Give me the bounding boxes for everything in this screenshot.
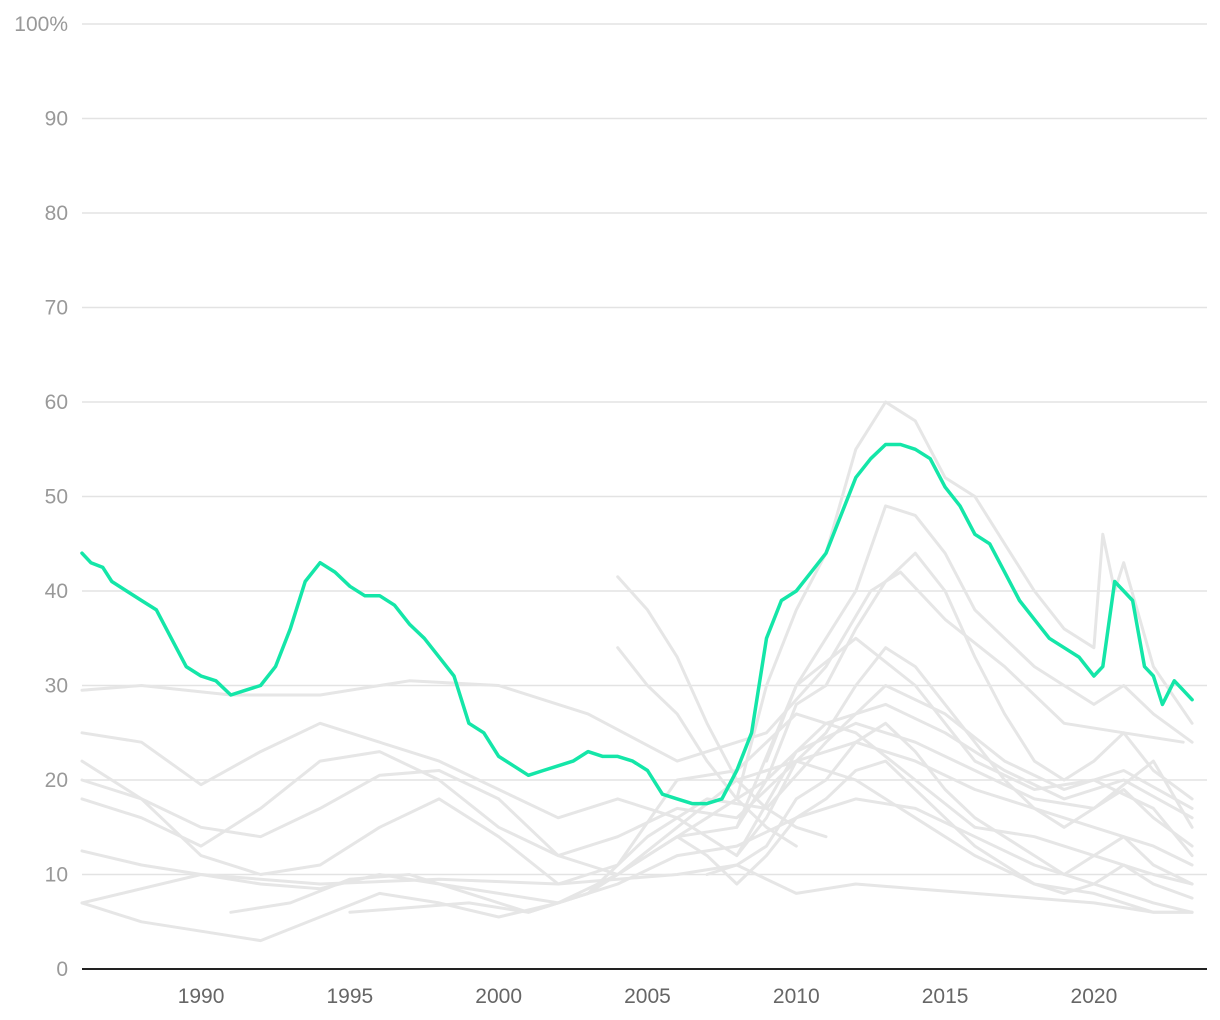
x-tick-label: 1995 — [326, 985, 373, 1008]
y-tick-label: 60 — [45, 391, 68, 414]
highlight-series-group — [80, 442, 1194, 806]
background-series-line — [80, 797, 1194, 914]
x-tick-label: 1990 — [178, 985, 225, 1008]
y-tick-label: 40 — [45, 580, 68, 603]
background-series-line — [229, 702, 1194, 914]
x-tick-label: 2010 — [773, 985, 820, 1008]
highlight-series-line — [80, 442, 1194, 806]
background-series-line — [80, 721, 1194, 858]
y-tick-label: 0 — [56, 958, 68, 981]
y-tick-label: 80 — [45, 202, 68, 225]
x-tick-label: 2005 — [624, 985, 671, 1008]
x-axis-tick-labels: 1990 1995 2000 2005 2010 2015 2020 — [178, 985, 1118, 1008]
background-series-group — [80, 400, 1194, 943]
background-series-line — [616, 646, 798, 848]
background-series-line — [735, 646, 1194, 858]
y-tick-label: 50 — [45, 486, 68, 509]
x-tick-label: 2000 — [475, 985, 522, 1008]
background-series-line — [765, 504, 1194, 763]
y-tick-label: 100% — [14, 13, 68, 36]
background-series-line — [705, 721, 1194, 886]
x-tick-label: 2020 — [1071, 985, 1118, 1008]
y-tick-label: 70 — [45, 297, 68, 320]
grid-lines — [82, 23, 1207, 876]
background-series-line — [735, 400, 1194, 801]
background-series-line — [675, 759, 1194, 900]
background-series-line — [735, 551, 1194, 829]
y-tick-label: 30 — [45, 675, 68, 698]
y-tick-label: 90 — [45, 108, 68, 131]
y-axis-tick-labels: 0 10 20 30 40 50 60 70 80 90 100% — [14, 13, 68, 981]
background-series-line — [80, 863, 1194, 914]
x-tick-label: 2015 — [922, 985, 969, 1008]
y-tick-label: 10 — [45, 864, 68, 887]
background-series-line — [80, 740, 1194, 867]
background-series-line — [80, 570, 1185, 763]
y-tick-label: 20 — [45, 769, 68, 792]
